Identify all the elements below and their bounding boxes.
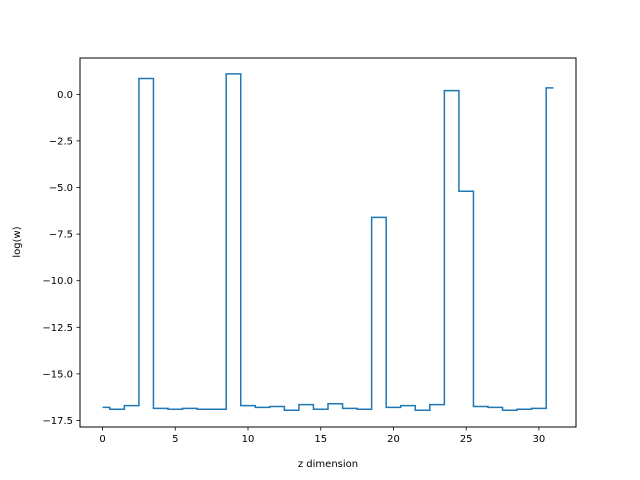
plot-frame (79, 57, 577, 428)
y-tick-label: −15.0 (42, 369, 73, 380)
data-series (102, 73, 554, 411)
x-tick-label: 20 (387, 434, 400, 445)
x-tick-label: 5 (172, 434, 178, 445)
y-tick-label: −5.0 (49, 183, 73, 194)
series-step-line (102, 73, 554, 411)
x-tick-label: 15 (314, 434, 327, 445)
x-tick-label: 25 (460, 434, 473, 445)
x-axis-ticks: 0 5 10 15 20 25 30 (99, 427, 545, 445)
y-tick-label: −2.5 (49, 136, 73, 147)
y-tick-label: −7.5 (49, 230, 73, 241)
plot-area (80, 58, 576, 427)
x-tick-label: 0 (99, 434, 105, 445)
y-tick-label: −17.5 (42, 416, 73, 427)
y-tick-label: 0.0 (57, 90, 73, 101)
y-tick-label: −10.0 (42, 276, 73, 287)
y-tick-label: −12.5 (42, 323, 73, 334)
y-axis-label: log(w) (12, 226, 23, 257)
x-axis-label: z dimension (298, 459, 358, 470)
y-axis-ticks: 0.0 −2.5 −5.0 −7.5 −10.0 −12.5 −15.0 −17.5 (42, 90, 80, 427)
x-tick-label: 10 (242, 434, 255, 445)
x-tick-label: 30 (533, 434, 546, 445)
